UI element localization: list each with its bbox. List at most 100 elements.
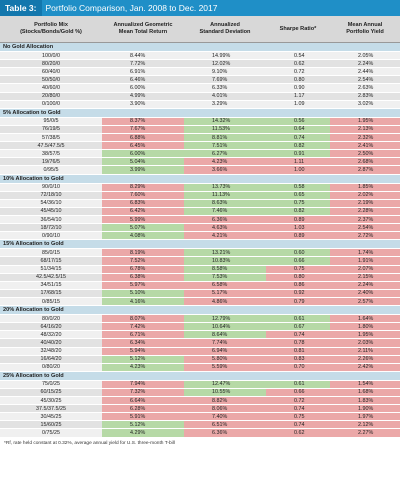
table-row: 40/40/20 6.34% 7.74% 0.78 2.03% — [0, 338, 400, 348]
cell-portfolio-yield: 1.64% — [330, 314, 400, 324]
cell-sharpe-ratio: 0.90 — [266, 83, 330, 93]
cell-portfolio-yield: 2.13% — [330, 125, 400, 134]
cell-standard-deviation: 6.36% — [184, 428, 266, 438]
cell-geometric-return: 6.38% — [102, 273, 184, 282]
cell-sharpe-ratio: 0.61 — [266, 314, 330, 324]
cell-geometric-return: 5.07% — [102, 223, 184, 233]
cell-portfolio-yield: 2.57% — [330, 297, 400, 307]
cell-portfolio-yield: 2.83% — [330, 92, 400, 101]
cell-sharpe-ratio: 1.11 — [266, 157, 330, 167]
section-label: 20% Allocation to Gold — [0, 305, 400, 316]
table-row: 30/45/25 5.91% 7.40% 0.75 1.97% — [0, 412, 400, 422]
cell-standard-deviation: 6.27% — [184, 149, 266, 159]
cell-geometric-return: 4.08% — [102, 231, 184, 241]
cell-standard-deviation: 9.10% — [184, 67, 266, 77]
table-row: 80/20/0 7.72% 12.02% 0.62 2.24% — [0, 59, 400, 69]
table-row: 0/95/5 3.99% 3.66% 1.00 2.87% — [0, 165, 400, 175]
cell-standard-deviation: 10.64% — [184, 322, 266, 332]
cell-portfolio-mix: 20/80/0 — [0, 92, 102, 101]
cell-sharpe-ratio: 0.75 — [266, 412, 330, 422]
cell-sharpe-ratio: 0.66 — [266, 256, 330, 266]
cell-standard-deviation: 8.81% — [184, 133, 266, 143]
cell-standard-deviation: 6.36% — [184, 215, 266, 225]
table-row: 47.5/47.5/5 6.45% 7.51% 0.82 2.41% — [0, 141, 400, 151]
cell-sharpe-ratio: 0.75 — [266, 265, 330, 274]
cell-standard-deviation: 8.06% — [184, 404, 266, 414]
cell-portfolio-yield: 2.42% — [330, 363, 400, 372]
cell-standard-deviation: 13.21% — [184, 248, 266, 258]
table-row: 37.5/37.5/25 6.28% 8.06% 0.74 1.90% — [0, 404, 400, 414]
cell-portfolio-mix: 40/40/20 — [0, 338, 102, 348]
cell-sharpe-ratio: 0.78 — [266, 338, 330, 348]
section-header-row: No Gold Allocation — [0, 42, 400, 52]
section-label: 10% Allocation to Gold — [0, 174, 400, 184]
cell-sharpe-ratio: 0.61 — [266, 380, 330, 389]
table-row: 16/64/20 5.12% 5.80% 0.83 2.26% — [0, 355, 400, 364]
cell-portfolio-mix: 16/64/20 — [0, 355, 102, 364]
cell-geometric-return: 5.97% — [102, 281, 184, 290]
cell-portfolio-yield: 1.74% — [330, 248, 400, 258]
cell-sharpe-ratio: 0.66 — [266, 388, 330, 398]
cell-geometric-return: 5.94% — [102, 347, 184, 356]
cell-geometric-return: 6.00% — [102, 149, 184, 159]
cell-portfolio-mix: 57/38/5 — [0, 133, 102, 143]
table-row: 50/50/0 6.46% 7.69% 0.80 2.54% — [0, 75, 400, 85]
cell-portfolio-yield: 2.24% — [330, 281, 400, 290]
cell-portfolio-mix: 60/40/0 — [0, 67, 102, 77]
cell-portfolio-mix: 51/34/15 — [0, 265, 102, 274]
cell-geometric-return: 4.29% — [102, 428, 184, 438]
cell-portfolio-mix: 34/51/15 — [0, 281, 102, 290]
header-portfolio-mix: Portfolio Mix (Stocks/Bonds/Gold %) — [0, 16, 102, 43]
cell-portfolio-mix: 30/45/25 — [0, 412, 102, 422]
cell-geometric-return: 6.88% — [102, 133, 184, 143]
cell-portfolio-mix: 60/15/25 — [0, 388, 102, 398]
cell-portfolio-yield: 1.95% — [330, 117, 400, 126]
cell-portfolio-mix: 42.5/42.5/15 — [0, 273, 102, 282]
table-row: 85/0/15 8.19% 13.21% 0.60 1.74% — [0, 248, 400, 258]
table-row: 68/17/15 7.52% 10.83% 0.66 1.91% — [0, 256, 400, 266]
cell-sharpe-ratio: 0.92 — [266, 289, 330, 298]
cell-sharpe-ratio: 1.17 — [266, 92, 330, 101]
cell-standard-deviation: 4.23% — [184, 157, 266, 167]
cell-geometric-return: 5.10% — [102, 289, 184, 298]
cell-geometric-return: 6.78% — [102, 265, 184, 274]
cell-portfolio-yield: 1.95% — [330, 330, 400, 340]
cell-geometric-return: 5.12% — [102, 420, 184, 430]
cell-sharpe-ratio: 1.09 — [266, 100, 330, 109]
cell-portfolio-mix: 17/68/15 — [0, 289, 102, 298]
cell-sharpe-ratio: 0.80 — [266, 75, 330, 85]
cell-portfolio-yield: 2.54% — [330, 223, 400, 233]
table-title-bar: Table 3: Portfolio Comparison, Jan. 2008… — [0, 0, 400, 16]
cell-sharpe-ratio: 0.64 — [266, 125, 330, 134]
cell-standard-deviation: 7.53% — [184, 273, 266, 282]
cell-standard-deviation: 10.55% — [184, 388, 266, 398]
cell-geometric-return: 5.04% — [102, 157, 184, 167]
cell-sharpe-ratio: 0.80 — [266, 273, 330, 282]
cell-portfolio-yield: 1.97% — [330, 412, 400, 422]
table-row: 57/38/5 6.88% 8.81% 0.74 2.32% — [0, 133, 400, 143]
table-row: 51/34/15 6.78% 8.58% 0.75 2.07% — [0, 265, 400, 274]
table-row: 54/36/10 6.83% 8.63% 0.75 2.19% — [0, 199, 400, 208]
table-row: 45/30/25 6.64% 8.82% 0.72 1.83% — [0, 396, 400, 406]
cell-portfolio-mix: 54/36/10 — [0, 199, 102, 208]
table-row: 40/60/0 6.00% 6.33% 0.90 2.63% — [0, 83, 400, 93]
table-row: 19/76/5 5.04% 4.23% 1.11 2.68% — [0, 157, 400, 167]
cell-standard-deviation: 7.46% — [184, 207, 266, 216]
cell-portfolio-yield: 2.11% — [330, 347, 400, 356]
cell-portfolio-yield: 1.85% — [330, 183, 400, 192]
cell-sharpe-ratio: 0.72 — [266, 396, 330, 406]
cell-sharpe-ratio: 0.54 — [266, 51, 330, 61]
cell-portfolio-yield: 1.68% — [330, 388, 400, 398]
cell-geometric-return: 7.32% — [102, 388, 184, 398]
cell-portfolio-yield: 2.72% — [330, 231, 400, 241]
table-row: 0/80/20 4.23% 5.59% 0.70 2.42% — [0, 363, 400, 372]
cell-portfolio-yield: 3.02% — [330, 100, 400, 109]
cell-sharpe-ratio: 0.83 — [266, 355, 330, 364]
cell-sharpe-ratio: 0.91 — [266, 149, 330, 159]
cell-portfolio-mix: 72/18/10 — [0, 191, 102, 200]
cell-standard-deviation: 4.63% — [184, 223, 266, 233]
cell-standard-deviation: 8.58% — [184, 265, 266, 274]
table-row: 95/0/5 8.37% 14.32% 0.56 1.95% — [0, 117, 400, 126]
cell-geometric-return: 6.64% — [102, 396, 184, 406]
cell-geometric-return: 5.99% — [102, 215, 184, 225]
